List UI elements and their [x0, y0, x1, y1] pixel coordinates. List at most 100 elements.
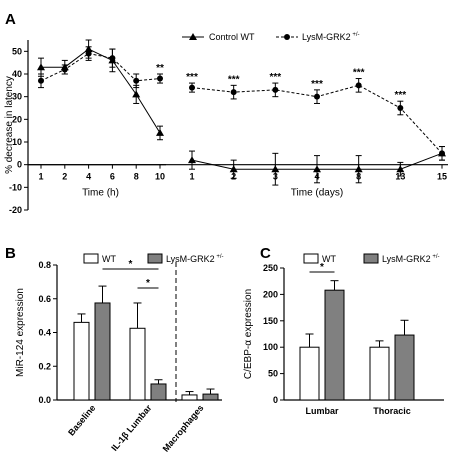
panel-a-right-x-axis-title: Time (days)	[291, 188, 343, 199]
panel-a-left-series-line	[41, 48, 161, 134]
panel-a-right-significance: ***	[228, 74, 240, 85]
panel-a-right-significance: ***	[353, 68, 365, 79]
panel-c-y-tick-label: 50	[268, 369, 278, 379]
panel-a-right-point-lysm-grk2	[272, 86, 279, 93]
panel-a-letter: A	[5, 11, 16, 28]
panel-c-legend-swatch-wt	[303, 253, 319, 264]
panel-a-right-point-control-wt	[271, 165, 280, 173]
panel-a-y-tick-label: 0	[17, 160, 22, 170]
panel-a-right-significance: ***	[269, 72, 281, 83]
panel-b-significance-star: *	[146, 278, 150, 289]
panel-a-y-tick-label: 30	[12, 92, 22, 102]
panel-b-y-tick-label: 0.4	[38, 328, 51, 338]
panel-b-legend-label-wt: WT	[102, 254, 116, 264]
panel-a-left-x-tick-label: 2	[62, 172, 67, 182]
panel-c-bar-lysm-grk2	[394, 334, 415, 401]
panel-a-right-point-lysm-grk2	[230, 89, 237, 96]
panel-b-legend-swatch-wt	[83, 253, 99, 264]
panel-a-legend-label-lysm-grk2: LysM-GRK2 +/-	[302, 32, 360, 42]
panel-b-y-tick-label: 0.6	[38, 294, 51, 304]
panel-a-y-axis-title: % decrease in latency	[4, 76, 15, 174]
panel-a-right-x-tick-label: 15	[437, 172, 447, 182]
panel-a-left-point-control-wt	[132, 90, 141, 98]
panel-a-right-significance: ***	[186, 72, 198, 83]
panel-b-x-tick-label: Macrophages	[161, 403, 206, 454]
panel-a-left-x-tick-label: 6	[110, 172, 115, 182]
panel-b-bar-lysm-grk2	[94, 302, 111, 401]
panel-b-letter: B	[5, 245, 16, 262]
panel-c-x-tick-label: Thoracic	[373, 406, 411, 416]
panel-c-x-tick-label: Lumbar	[305, 406, 339, 416]
panel-a-left-x-tick-label: 8	[134, 172, 139, 182]
panel-a-right-point-control-wt	[188, 156, 196, 164]
panel-a-right-point-lysm-grk2	[439, 150, 445, 157]
panel-a-right-point-lysm-grk2	[355, 82, 362, 89]
panel-b-y-axis-title: MiR-124 expression	[15, 288, 26, 377]
panel-a-right-point-control-wt	[313, 165, 321, 173]
panel-b-x-tick-label: Baseline	[66, 403, 97, 438]
panel-c-legend-label-lysm-grk2: LysM-GRK2 +/-	[382, 254, 440, 264]
panel-a-left-series-line	[40, 53, 161, 82]
panel-a-y-tick-label: 10	[12, 137, 22, 147]
panel-a-legend-marker-control-wt	[189, 33, 197, 40]
panel-a-right-significance: ***	[394, 90, 406, 101]
panel-b-x-tick-label: IL-1β Lumbar	[109, 402, 154, 452]
panel-a-right-point-lysm-grk2	[189, 84, 195, 91]
panel-a-left-x-tick-label: 10	[155, 172, 165, 182]
panel-a-right-x-tick-label: 13	[395, 172, 405, 182]
panel-b-significance-star: *	[129, 259, 133, 270]
panel-a-right-point-lysm-grk2	[397, 105, 404, 111]
panel-a-right-point-control-wt	[354, 165, 363, 173]
panel-a-right-point-lysm-grk2	[314, 93, 320, 100]
panel-b-legend-swatch-lysm-grk2	[147, 253, 163, 264]
panel-a-left-point-control-wt	[156, 128, 164, 136]
panel-c-legend-label-wt: WT	[322, 254, 336, 264]
panel-a-left-x-tick-label: 1	[38, 172, 43, 182]
panel-a-right-point-control-wt	[229, 165, 238, 173]
panel-b-y-tick-label: 0.8	[38, 260, 51, 270]
panel-c-letter: C	[260, 245, 271, 262]
panel-a-y-tick-label: 20	[12, 114, 22, 124]
panel-c-y-tick-label: 0	[273, 395, 278, 405]
panel-b-y-tick-label: 0.0	[38, 395, 51, 405]
panel-a-left-point-lysm-grk2	[61, 66, 68, 73]
panel-b: B MiR-124 expression 0.0 0.2 0.4 0.6 0.8 Baseli…	[5, 245, 224, 454]
panel-a-left-x-axis-title: Time (h)	[82, 188, 119, 199]
panel-a-y-tick-label: 50	[12, 46, 22, 56]
panel-a-legend-label-control-wt: Control WT	[209, 32, 255, 42]
panel-a-left-point-lysm-grk2	[38, 77, 44, 84]
panel-c-y-tick-label: 250	[263, 263, 278, 273]
panel-c-bar-wt	[299, 346, 320, 401]
panel-a-y-tick-label: -10	[9, 182, 22, 192]
panel-a-right-point-control-wt	[396, 165, 405, 173]
panel-c-legend-swatch-lysm-grk2	[363, 253, 379, 264]
panel-b-bar-lysm-grk2	[150, 383, 167, 401]
panel-b-bar-lysm-grk2	[202, 393, 219, 401]
panel-c: C C/EBP-α expression 0 50 100 150 200 250 Lumbar…	[243, 245, 444, 416]
panel-c-significance-star: *	[320, 262, 324, 273]
panel-c-y-axis-title: C/EBP-α expression	[243, 289, 254, 379]
panel-c-bar-lysm-grk2	[324, 289, 345, 401]
panel-a-legend-marker-lysm-grk2	[284, 34, 290, 40]
panel-a-left-point-lysm-grk2	[157, 75, 163, 82]
panel-b-y-tick-label: 0.2	[38, 361, 51, 371]
panel-a-right-significance: ***	[311, 79, 323, 90]
panel-a-right-x-tick-label: 1	[189, 172, 194, 182]
panel-c-y-tick-label: 200	[263, 289, 278, 299]
panel-a-left-point-lysm-grk2	[109, 55, 116, 62]
panel-a: A % decrease in latency 50 40 30 20 10 0 -10 -20 1…	[4, 11, 448, 215]
panel-a-left-point-lysm-grk2	[85, 50, 92, 57]
panel-b-bar-wt	[181, 394, 198, 401]
panel-b-bar-wt	[129, 327, 146, 401]
panel-a-y-tick-label: -20	[9, 205, 22, 215]
panel-a-left-x-tick-label: 4	[86, 172, 91, 182]
panel-c-y-tick-label: 100	[263, 342, 278, 352]
panel-c-bar-wt	[369, 346, 390, 401]
panel-a-left-point-lysm-grk2	[133, 77, 140, 84]
panel-b-legend-label-lysm-grk2: LysM-GRK2 +/-	[166, 254, 224, 264]
panel-b-bar-wt	[73, 321, 90, 401]
panel-c-y-tick-label: 150	[263, 316, 278, 326]
panel-a-left-point-control-wt	[37, 63, 45, 71]
panel-a-left-significance: **	[156, 63, 164, 74]
